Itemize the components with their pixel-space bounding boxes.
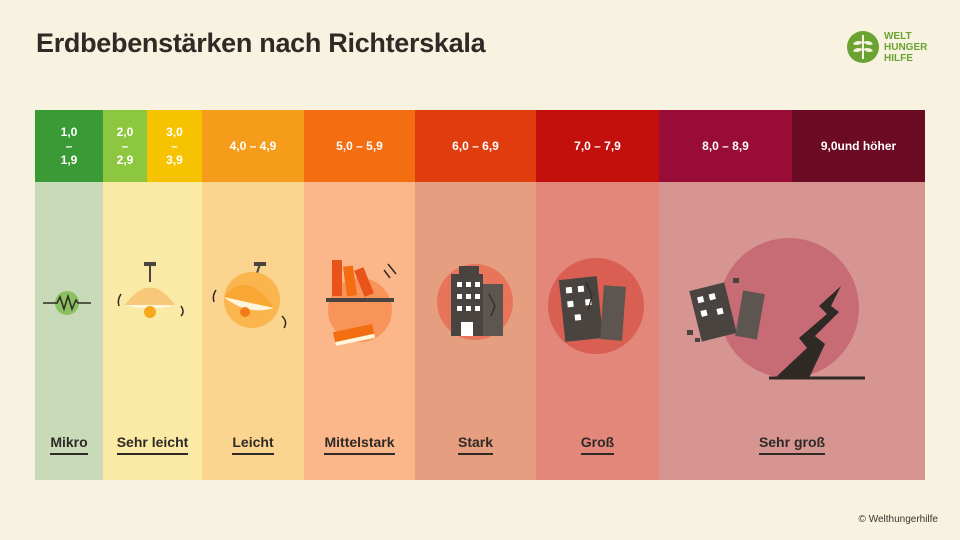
logo-line-2: HUNGER	[884, 42, 928, 53]
scale-column-leicht: 4,0 – 4,9 Leicht	[202, 110, 304, 480]
richter-scale-table: 1,0 – 1,9 Mikro 2,0 – 2,9 3,0 – 3,9	[35, 110, 925, 480]
level-label: Sehr leicht	[103, 434, 202, 455]
range-header: 7,0 – 7,9	[536, 110, 659, 182]
range-header: 1,0 – 1,9	[35, 110, 103, 182]
logo-line-1: WELT	[884, 31, 912, 42]
damaged-buildings-icon	[437, 264, 513, 340]
scale-column-mittelstark: 5,0 – 5,9 Mittelstark	[304, 110, 415, 480]
range-dash: –	[65, 139, 73, 153]
hanging-lamp-icon	[117, 262, 184, 318]
range-top: 1,0	[60, 125, 78, 139]
range-top: 3,0	[166, 125, 183, 139]
swinging-lamp-icon	[212, 262, 287, 329]
level-label: Leicht	[202, 434, 304, 455]
range-dash: –	[121, 139, 129, 153]
range-bottom: 2,9	[116, 153, 134, 167]
collapsed-buildings-ground-crack-icon	[687, 238, 865, 380]
scale-column-sehr-gross: 8,0 – 8,9 9,0und höher Sehr groß	[659, 110, 925, 480]
falling-books-icon	[326, 260, 397, 347]
range-bottom: 3,9	[166, 153, 183, 167]
range-header: 4,0 – 4,9	[202, 110, 304, 182]
seismograph-icon	[43, 291, 91, 315]
level-label: Sehr groß	[659, 434, 925, 455]
logo-wordmark: WELT HUNGER HILFE	[884, 31, 927, 64]
range-bottom: 1,9	[60, 153, 78, 167]
level-label: Groß	[536, 434, 659, 455]
level-label: Mikro	[35, 434, 103, 455]
range-header: 2,0 – 2,9	[103, 110, 147, 182]
range-header: 5,0 – 5,9	[304, 110, 415, 182]
range-top: 2,0	[116, 125, 134, 139]
welthungerhilfe-logo: WELT HUNGER HILFE	[846, 30, 936, 66]
range-header: 9,0und höher	[792, 110, 925, 182]
level-label: Mittelstark	[304, 434, 415, 455]
logo-line-3: HILFE	[884, 53, 913, 64]
scale-column-gross: 7,0 – 7,9 Groß	[536, 110, 659, 480]
page-title: Erdbebenstärken nach Richterskala	[36, 28, 486, 58]
column-body	[103, 182, 202, 480]
range-header: 8,0 – 8,9	[659, 110, 792, 182]
copyright-text: © Welthungerhilfe	[858, 514, 938, 525]
range-header: 6,0 – 6,9	[415, 110, 536, 182]
level-label: Stark	[415, 434, 536, 455]
range-header: 3,0 – 3,9	[147, 110, 202, 182]
leaf-globe-icon	[847, 31, 879, 63]
cracked-buildings-icon	[548, 258, 644, 354]
scale-column-sehr-leicht: 2,0 – 2,9 3,0 – 3,9 Sehr leicht	[103, 110, 202, 480]
scale-column-stark: 6,0 – 6,9 Stark	[415, 110, 536, 480]
column-body	[35, 182, 103, 480]
column-body	[202, 182, 304, 480]
range-dash: –	[171, 139, 178, 153]
scale-column-mikro: 1,0 – 1,9 Mikro	[35, 110, 103, 480]
